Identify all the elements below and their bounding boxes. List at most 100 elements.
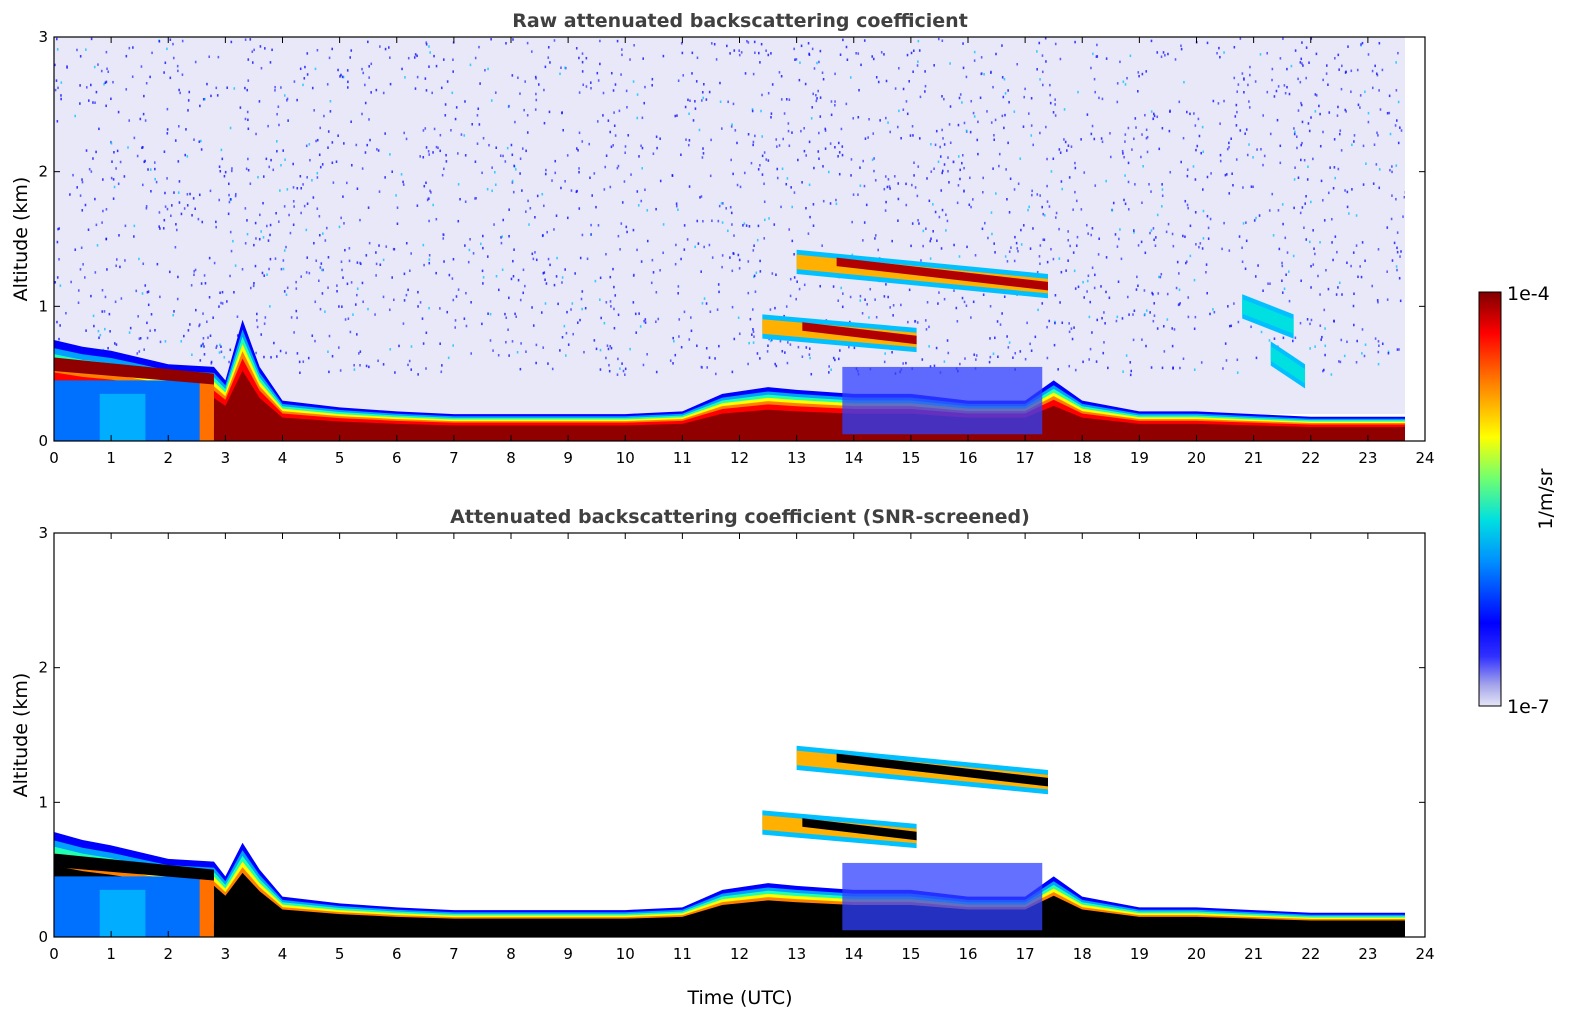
noise-pixel: [733, 49, 736, 52]
noise-pixel: [112, 178, 115, 181]
noise-pixel: [1114, 233, 1117, 236]
noise-pixel: [857, 52, 860, 55]
noise-pixel: [1297, 176, 1300, 180]
noise-pixel: [674, 114, 677, 118]
noise-pixel: [1338, 68, 1340, 71]
noise-pixel: [1153, 114, 1156, 118]
noise-pixel: [1024, 357, 1027, 361]
noise-pixel: [1219, 122, 1221, 125]
noise-pixel: [1308, 61, 1310, 64]
noise-pixel: [1179, 301, 1181, 305]
noise-pixel: [289, 231, 292, 235]
noise-pixel: [1337, 53, 1340, 57]
noise-pixel: [924, 90, 926, 93]
noise-pixel: [863, 184, 866, 188]
noise-pixel: [318, 215, 321, 218]
noise-pixel: [208, 295, 211, 299]
noise-pixel: [299, 67, 302, 71]
noise-pixel: [327, 146, 329, 149]
noise-pixel: [1008, 100, 1010, 104]
noise-pixel: [1045, 125, 1047, 129]
noise-pixel: [435, 217, 438, 221]
noise-pixel: [356, 287, 359, 290]
noise-pixel: [128, 331, 131, 334]
noise-pixel: [617, 234, 620, 238]
noise-pixel: [947, 156, 949, 159]
noise-pixel: [435, 64, 438, 68]
noise-pixel: [244, 38, 247, 41]
noise-pixel: [493, 223, 495, 226]
noise-pixel: [1167, 222, 1170, 226]
noise-pixel: [369, 138, 371, 142]
noise-pixel: [972, 198, 974, 201]
noise-pixel: [919, 95, 922, 99]
noise-pixel: [688, 112, 690, 116]
noise-pixel: [1046, 157, 1048, 161]
noise-pixel: [576, 189, 578, 193]
noise-pixel: [364, 83, 366, 87]
noise-pixel: [54, 281, 57, 284]
noise-pixel: [149, 168, 152, 171]
noise-pixel: [430, 191, 432, 194]
noise-pixel: [433, 127, 436, 131]
noise-pixel: [1152, 117, 1154, 121]
noise-pixel: [1281, 264, 1284, 268]
noise-pixel: [265, 157, 268, 161]
noise-pixel: [640, 144, 642, 148]
noise-pixel: [1344, 189, 1346, 192]
noise-pixel: [1239, 129, 1242, 132]
noise-pixel: [1075, 199, 1078, 203]
noise-pixel: [1305, 195, 1307, 198]
noise-pixel: [407, 56, 410, 60]
noise-pixel: [464, 154, 467, 157]
noise-pixel: [535, 343, 538, 347]
noise-pixel: [296, 187, 299, 190]
noise-pixel: [605, 252, 607, 256]
noise-pixel: [1395, 61, 1397, 64]
noise-pixel: [425, 146, 428, 149]
noise-pixel: [1144, 251, 1147, 255]
noise-pixel: [621, 53, 623, 57]
noise-pixel: [1119, 228, 1121, 231]
noise-pixel: [578, 167, 580, 170]
noise-pixel: [128, 119, 131, 122]
noise-pixel: [417, 290, 419, 294]
noise-pixel: [1041, 302, 1044, 305]
noise-pixel: [1281, 291, 1284, 294]
noise-pixel: [1100, 137, 1103, 140]
noise-pixel: [678, 318, 681, 321]
noise-pixel: [293, 331, 295, 334]
noise-pixel: [1138, 74, 1140, 78]
noise-pixel: [531, 252, 534, 256]
noise-pixel: [555, 275, 558, 278]
noise-pixel: [1202, 188, 1204, 191]
noise-pixel: [961, 296, 964, 300]
noise-pixel: [1001, 312, 1003, 315]
noise-pixel: [561, 276, 564, 279]
noise-pixel: [229, 274, 231, 278]
noise-pixel: [403, 131, 406, 135]
noise-pixel: [690, 329, 693, 333]
noise-pixel: [705, 302, 708, 305]
noise-pixel: [934, 210, 937, 214]
noise-pixel: [1399, 126, 1401, 129]
noise-pixel: [534, 251, 536, 254]
noise-pixel: [465, 291, 467, 295]
noise-pixel: [95, 150, 97, 154]
noise-pixel: [519, 367, 522, 371]
noise-pixel: [952, 160, 955, 164]
noise-pixel: [980, 56, 983, 59]
x-tick-label: 16: [958, 945, 977, 963]
noise-pixel: [313, 241, 315, 245]
noise-pixel: [325, 226, 328, 230]
noise-pixel: [853, 346, 856, 350]
noise-pixel: [408, 269, 411, 273]
noise-pixel: [537, 83, 540, 86]
noise-pixel: [633, 273, 635, 277]
noise-pixel: [1378, 89, 1380, 92]
noise-pixel: [863, 39, 866, 42]
noise-pixel: [1054, 321, 1056, 325]
noise-pixel: [719, 100, 722, 104]
noise-pixel: [1067, 259, 1069, 262]
noise-pixel: [717, 219, 720, 223]
